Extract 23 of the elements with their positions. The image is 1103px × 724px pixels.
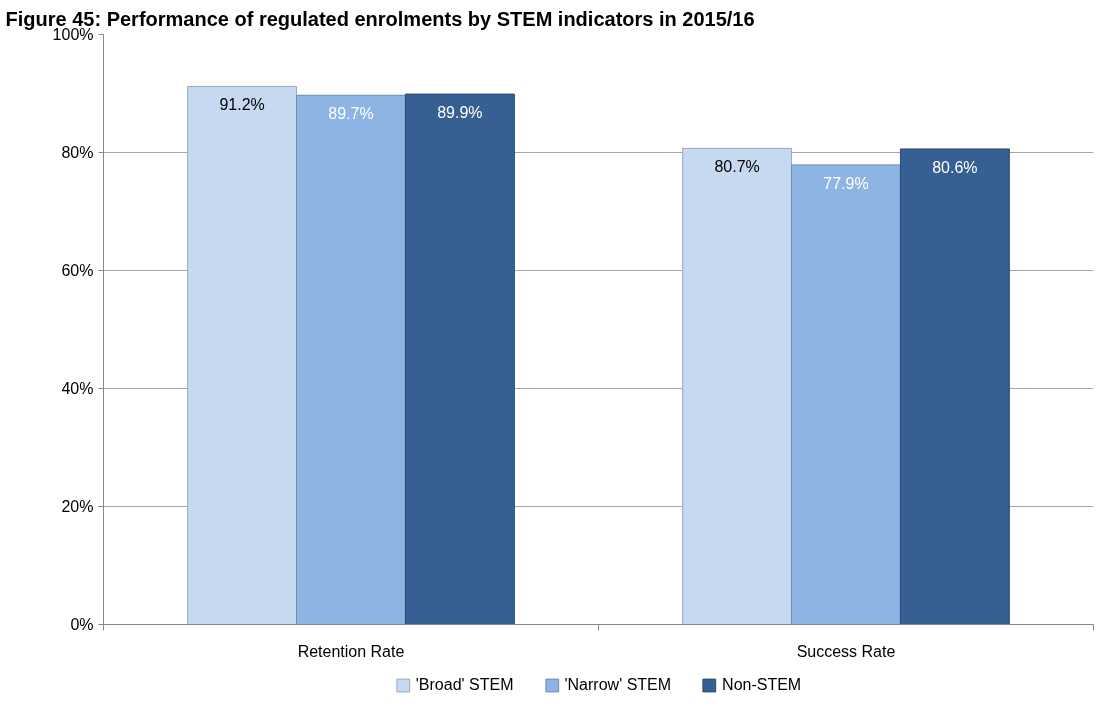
y-tick-label: 0% [70, 616, 94, 633]
bar [187, 85, 298, 625]
x-tick-label: Success Rate [796, 642, 896, 660]
legend-label: 'Narrow' STEM [564, 676, 672, 694]
data-label: 91.2% [219, 96, 265, 114]
data-label: 77.9% [823, 174, 869, 192]
y-tick-label: 20% [61, 498, 94, 515]
bar [404, 93, 515, 625]
y-tick-label: 80% [61, 144, 94, 161]
y-tick-label: 60% [61, 262, 94, 279]
y-tick-label: 100% [52, 26, 94, 43]
bar [791, 164, 901, 625]
data-label: 89.7% [328, 105, 374, 123]
legend-label: Non-STEM [722, 676, 802, 694]
data-label: 80.7% [714, 158, 760, 176]
bar [682, 147, 793, 625]
x-tick-label: Retention Rate [297, 642, 405, 660]
data-label: 89.9% [437, 104, 483, 122]
bar [899, 148, 1010, 625]
bar [296, 94, 406, 625]
y-tick-label: 40% [61, 380, 94, 397]
legend-label: 'Broad' STEM [415, 676, 514, 694]
data-label: 80.6% [932, 158, 978, 176]
